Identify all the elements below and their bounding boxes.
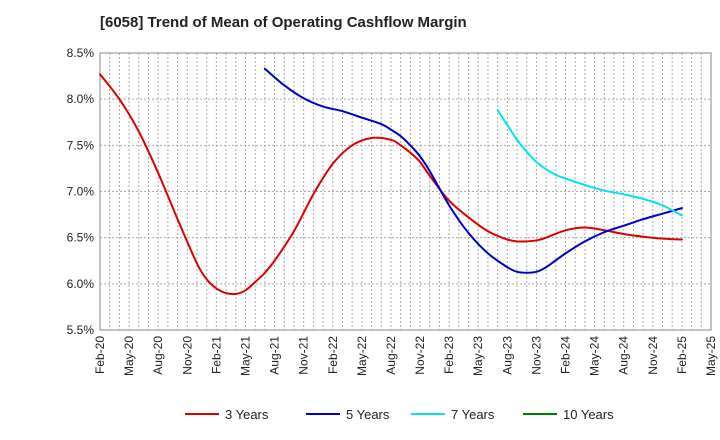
y-axis-ticks: 5.5% 6.0% 6.5% 7.0% 7.5% 8.0% 8.5%	[67, 46, 95, 337]
y-tick-label: 6.0%	[67, 277, 95, 291]
x-tick-label: Aug-21	[268, 336, 282, 375]
x-tick-label: May-22	[355, 336, 369, 376]
y-gridlines	[100, 98, 711, 285]
series-line-7-years	[496, 109, 683, 217]
x-tick-label: Nov-23	[529, 336, 543, 375]
x-tick-label: Feb-22	[326, 336, 340, 374]
y-tick-label: 8.0%	[67, 92, 95, 106]
chart-title: [6058] Trend of Mean of Operating Cashfl…	[100, 14, 467, 31]
x-tick-label: Aug-20	[151, 336, 165, 375]
x-tick-label: May-25	[704, 336, 718, 376]
plot-frame	[99, 52, 712, 331]
x-tick-label: May-24	[588, 336, 602, 376]
x-tick-label: May-20	[122, 336, 136, 376]
x-tick-label: Nov-20	[180, 336, 194, 375]
x-tick-label: Feb-25	[675, 336, 689, 374]
y-tick-label: 8.5%	[67, 46, 95, 60]
x-tick-label: Aug-22	[384, 336, 398, 375]
y-tick-label: 7.0%	[67, 185, 95, 199]
x-tick-label: Feb-24	[559, 336, 573, 374]
x-tick-label: Feb-20	[93, 336, 107, 374]
y-tick-label: 7.5%	[67, 138, 95, 152]
legend-label-5-years: 5 Years	[346, 407, 390, 422]
x-tick-label: Aug-23	[500, 336, 514, 375]
x-tick-label: Nov-22	[413, 336, 427, 375]
x-tick-label: Feb-21	[209, 336, 223, 374]
x-tick-label: May-23	[471, 336, 485, 376]
y-tick-label: 5.5%	[67, 323, 95, 337]
legend-label-10-years: 10 Years	[563, 407, 614, 422]
y-tick-label: 6.5%	[67, 231, 95, 245]
x-tick-label: May-21	[238, 336, 252, 376]
x-tick-label: Nov-24	[646, 336, 660, 375]
legend: 3 Years 5 Years 7 Years 10 Years	[185, 407, 614, 422]
series-line-5-years	[263, 67, 683, 274]
series-line-3-years	[99, 73, 683, 296]
x-tick-label: Feb-23	[442, 336, 456, 374]
x-tick-label: Aug-24	[617, 336, 631, 375]
x-axis-ticks: Feb-20 May-20 Aug-20 Nov-20 Feb-21 May-21 Aug-…	[93, 336, 718, 376]
x-tick-label: Nov-21	[297, 336, 311, 375]
legend-label-7-years: 7 Years	[451, 407, 495, 422]
series-lines	[99, 67, 683, 296]
legend-label-3-years: 3 Years	[225, 407, 269, 422]
